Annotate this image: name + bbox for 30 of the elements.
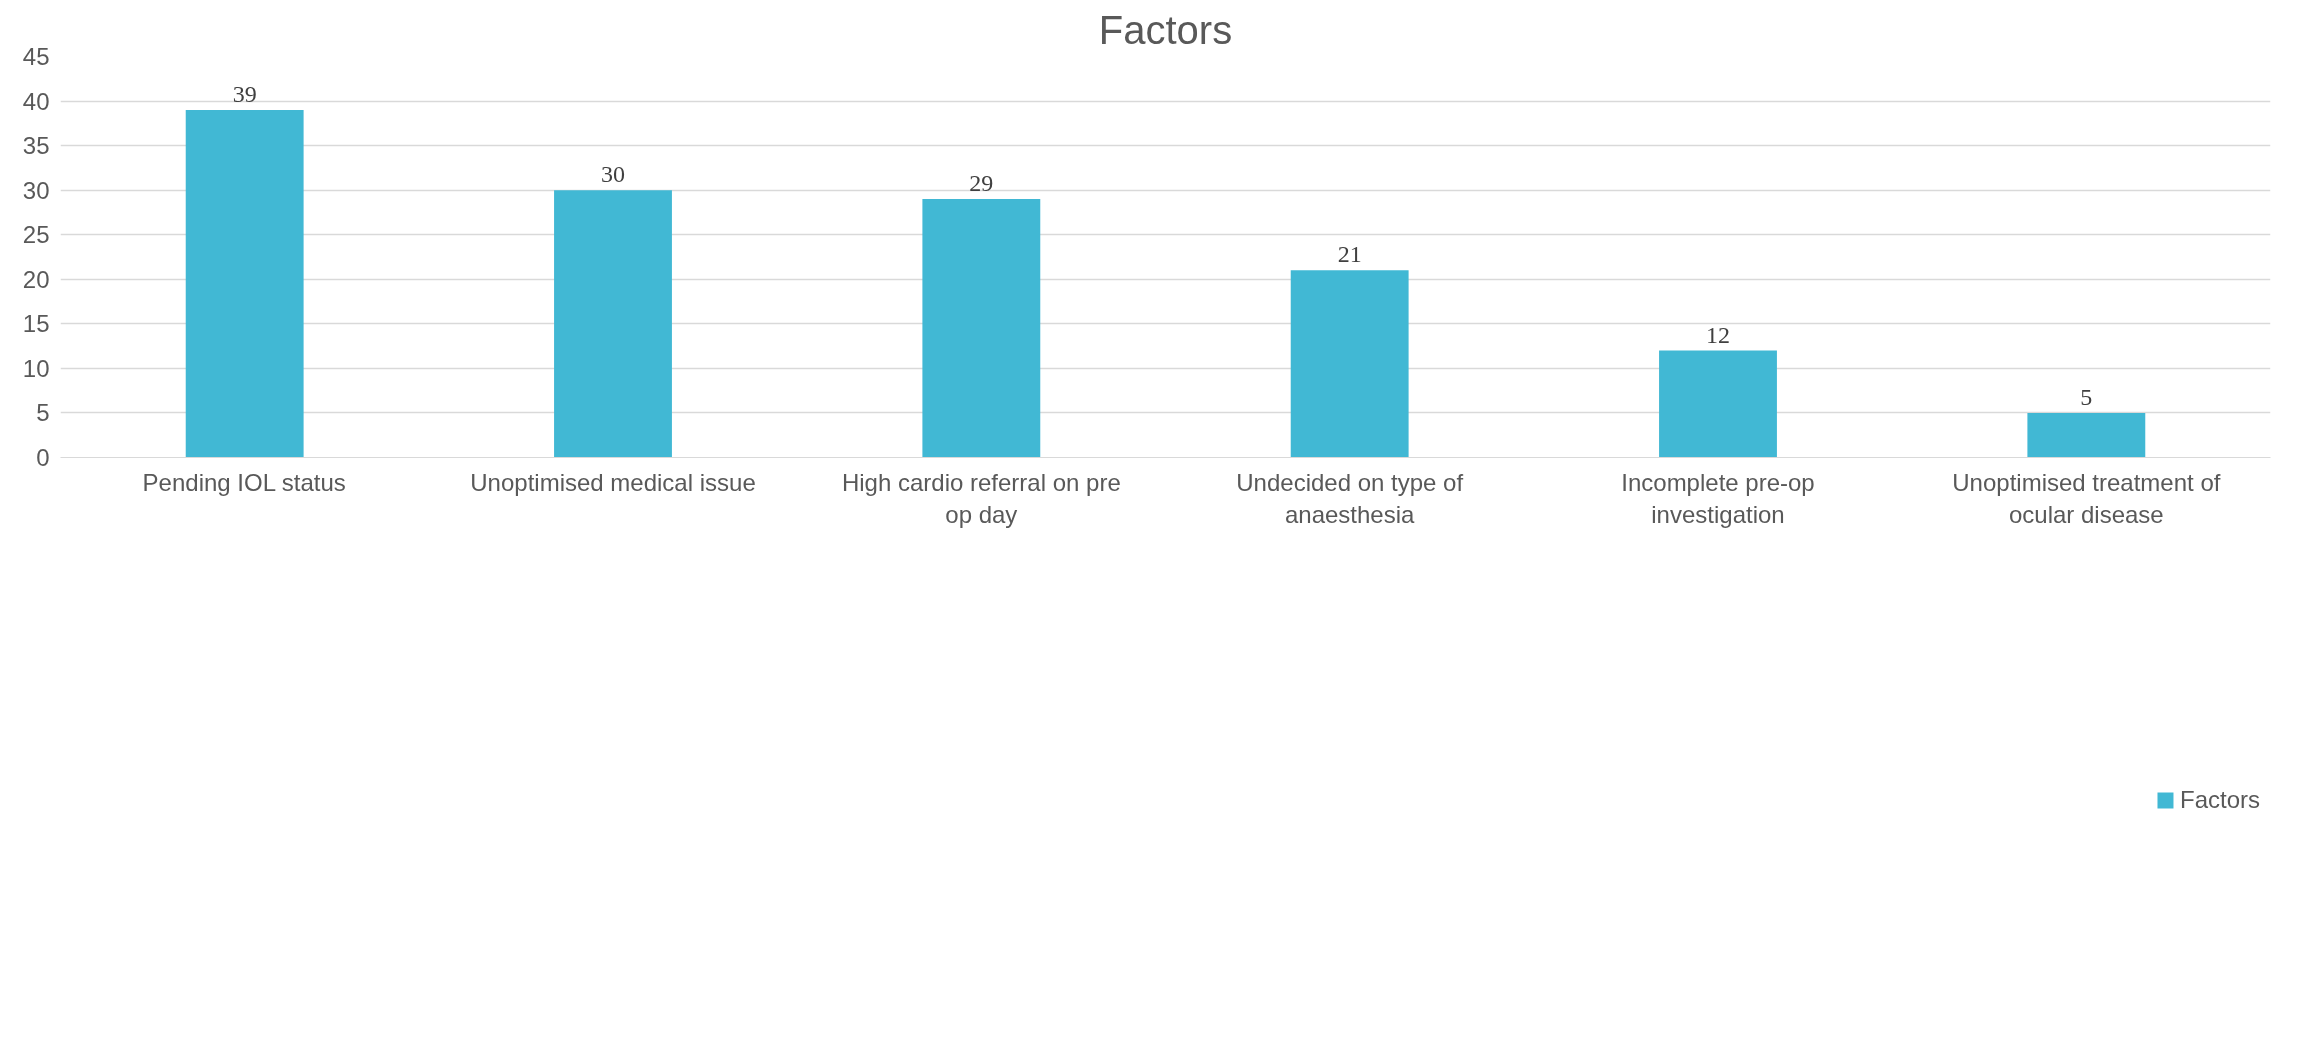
bar: [1659, 350, 1777, 458]
y-tick-label: 25: [22, 221, 50, 249]
bar: [2027, 412, 2146, 458]
data-label: 39: [232, 80, 257, 107]
bar: [554, 190, 672, 458]
x-tick-label: High cardio referral on pre op day: [841, 468, 1121, 528]
chart-title: Factors: [1098, 7, 1233, 52]
data-label: 5: [2080, 383, 2093, 410]
bar: [922, 199, 1041, 458]
y-tick-label: 0: [36, 444, 50, 471]
y-tick-label: 40: [22, 87, 50, 115]
y-tick-label: 10: [22, 354, 50, 382]
y-tick-label: 45: [22, 43, 50, 70]
data-label: 29: [969, 170, 994, 197]
y-tick-label: 15: [22, 310, 50, 338]
x-tick-label: Unoptimised treatment of ocular disease: [1952, 468, 2221, 528]
y-tick-label: 35: [22, 132, 50, 160]
x-tick-label: Incomplete pre-op investigation: [1621, 468, 1815, 528]
legend-label: Factors: [2179, 786, 2260, 814]
y-tick-label: 20: [22, 265, 50, 293]
data-label: 21: [1337, 241, 1362, 268]
x-tick-label: Pending IOL status: [142, 468, 346, 496]
bar: [1290, 270, 1409, 458]
bar: [185, 109, 304, 458]
x-tick-label: Unoptimised medical issue: [470, 468, 756, 496]
data-label: 30: [601, 161, 625, 188]
y-tick-label: 30: [22, 176, 50, 204]
x-tick-label: Undecided on type of anaesthesia: [1236, 468, 1464, 528]
data-label: 12: [1706, 321, 1730, 348]
y-tick-label: 5: [36, 399, 50, 427]
